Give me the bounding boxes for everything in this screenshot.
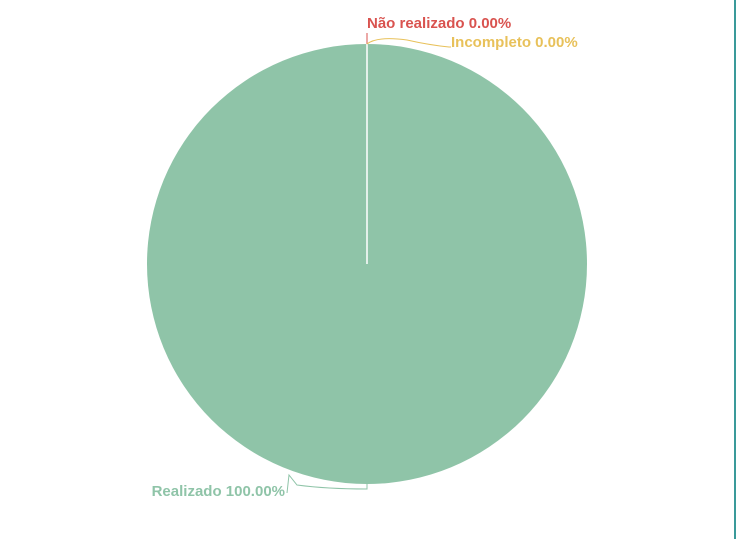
frame-border — [734, 0, 736, 539]
slice-label-realizado: Realizado 100.00% — [152, 483, 285, 500]
slice-label-incompleto: Incompleto 0.00% — [451, 34, 578, 51]
leader-line-incompleto — [366, 38, 451, 48]
label-leader-lines — [286, 33, 451, 494]
slice-labels: Não realizado 0.00% Incompleto 0.00% Rea… — [152, 15, 578, 500]
pie-slices — [147, 44, 587, 484]
slice-label-nao-realizado: Não realizado 0.00% — [367, 15, 511, 32]
leader-line-realizado — [286, 473, 368, 494]
